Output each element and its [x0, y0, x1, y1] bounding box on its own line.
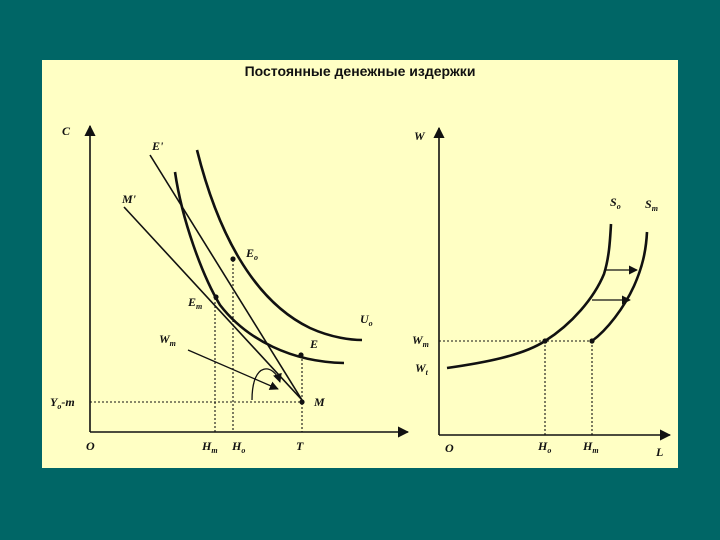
supply-curve-sm [591, 231, 649, 343]
point-em [213, 294, 219, 300]
label-m-prime: M' [121, 192, 137, 206]
label-l: L [655, 445, 663, 459]
right-graph: W So Sm Wm Wt O Ho Hm L [412, 126, 672, 459]
indifference-curve-lower [173, 171, 345, 365]
label-em: Em [187, 295, 202, 311]
point-m [299, 399, 305, 405]
label-c: C [62, 124, 71, 138]
label-wm: Wm [159, 332, 176, 348]
supply-curve-so [446, 223, 613, 370]
left-graph: C E' M' Eo Em Uo Wm E M Yo-m O Hm Ho T [50, 124, 410, 455]
label-origin-right: O [445, 441, 454, 455]
label-uo: Uo [360, 312, 373, 328]
budget-line-m-prime [123, 206, 303, 401]
label-ho: Ho [231, 439, 245, 455]
label-e-prime: E' [151, 139, 164, 153]
slide-panel: Постоянные денежные издержки [42, 60, 678, 468]
label-hm-right: Hm [582, 439, 599, 455]
label-yo-m: Yo-m [50, 395, 75, 411]
label-w: W [414, 129, 426, 143]
label-t: T [296, 439, 304, 453]
point-eo [230, 256, 236, 262]
slope-angle-arc [251, 368, 282, 401]
label-eo: Eo [245, 246, 258, 262]
label-sm: Sm [645, 197, 658, 213]
label-wt: Wt [415, 361, 429, 377]
point-sm-wm [589, 338, 595, 344]
indifference-curve-uo [195, 149, 363, 342]
label-ho-right: Ho [537, 439, 551, 455]
slide-title: Постоянные денежные издержки [244, 63, 476, 79]
label-origin-left: O [86, 439, 95, 453]
budget-line-e-prime [149, 154, 303, 401]
label-wm-right: Wm [412, 333, 429, 349]
point-e [298, 352, 304, 358]
point-so-wm [542, 338, 548, 344]
label-e: E [309, 337, 318, 351]
label-m: M [313, 395, 325, 409]
label-so: So [610, 195, 621, 211]
diagram-canvas: C E' M' Eo Em Uo Wm E M Yo-m O Hm Ho T [50, 124, 672, 459]
label-hm: Hm [201, 439, 218, 455]
